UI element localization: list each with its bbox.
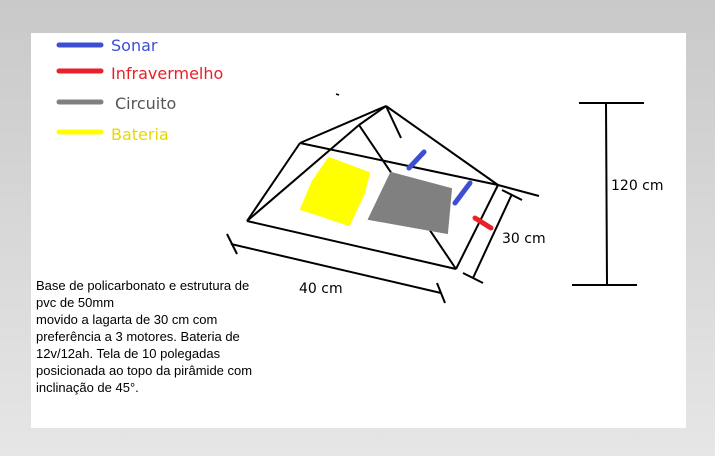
pyramid-drawing — [56, 42, 644, 304]
width-dimension — [462, 189, 523, 284]
width-label: 30 cm — [502, 231, 546, 247]
length-dimension — [226, 233, 446, 304]
ridge-line — [335, 93, 340, 96]
legend-label-circuit: Circuito — [115, 94, 177, 113]
description-text: Base de policarbonato e estrutura de pvc… — [36, 278, 253, 395]
legend-label-battery: Bateria — [111, 125, 169, 144]
diagram-canvas: Sonar Infravermelho Circuito Bateria 120… — [31, 33, 686, 428]
battery-block — [299, 156, 371, 227]
sonar-sensor-1 — [406, 149, 427, 171]
infrared-sensor — [472, 215, 494, 231]
legend-label-infrared: Infravermelho — [111, 64, 224, 83]
circuit-block — [367, 171, 453, 235]
sonar-sensor-2 — [452, 180, 473, 206]
pyramid-base — [246, 142, 499, 270]
length-label: 40 cm — [299, 281, 343, 297]
height-dimension — [572, 102, 644, 286]
height-label: 120 cm — [611, 178, 664, 194]
pyramid-edges — [246, 105, 499, 270]
legend-label-sonar: Sonar — [111, 36, 158, 55]
base-extension — [497, 184, 540, 197]
